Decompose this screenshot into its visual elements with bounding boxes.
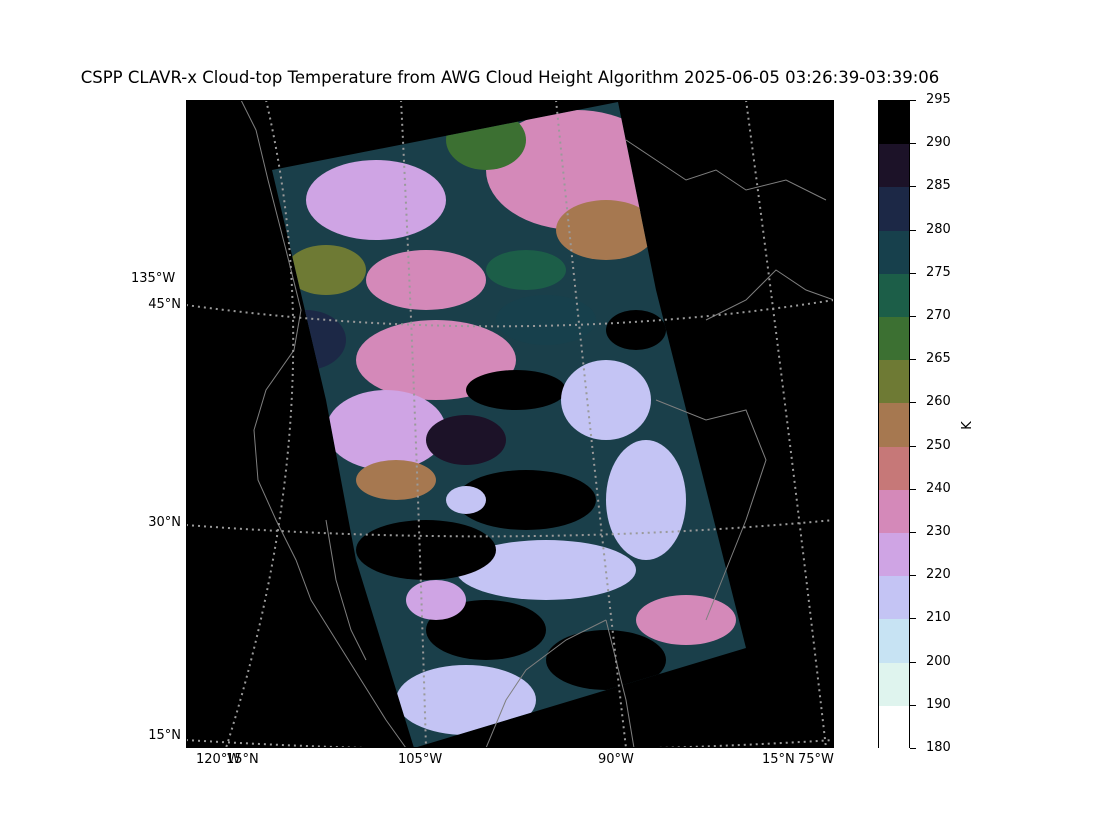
colorbar-segment bbox=[879, 576, 909, 620]
colorbar-tick bbox=[910, 272, 916, 274]
colorbar-tick bbox=[910, 618, 916, 620]
colorbar-tick-label: 240 bbox=[926, 480, 951, 496]
lon-label-left: 135°W bbox=[131, 271, 176, 286]
colorbar-tick-label: 260 bbox=[926, 394, 951, 410]
chart-title: CSPP CLAVR-x Cloud-top Temperature from … bbox=[80, 68, 940, 87]
colorbar-tick-label: 200 bbox=[926, 653, 951, 669]
colorbar-segment bbox=[879, 101, 909, 145]
map-svg bbox=[186, 100, 834, 748]
colorbar-tick bbox=[910, 445, 916, 447]
lat-label-15-bottom-left: 15°N bbox=[226, 752, 259, 767]
colorbar-tick bbox=[910, 229, 916, 231]
colorbar-tick-label: 275 bbox=[926, 264, 951, 280]
colorbar-tick-label: 265 bbox=[926, 351, 951, 367]
colorbar-unit: K bbox=[959, 421, 975, 430]
colorbar-tick bbox=[910, 748, 916, 749]
colorbar-tick-label: 180 bbox=[926, 740, 951, 755]
lat-label-45: 45°N bbox=[148, 297, 181, 312]
lon-label-90w: 90°W bbox=[598, 752, 634, 767]
colorbar-segment bbox=[879, 619, 909, 664]
colorbar-tick-label: 230 bbox=[926, 524, 951, 539]
colorbar-segment bbox=[879, 317, 909, 361]
colorbar-tick-label: 220 bbox=[926, 567, 951, 583]
colorbar-tick bbox=[910, 575, 916, 577]
colorbar-tick bbox=[910, 661, 916, 663]
colorbar-segment bbox=[879, 446, 909, 491]
lat-label-30: 30°N bbox=[148, 515, 181, 530]
colorbar-tick bbox=[910, 532, 916, 533]
colorbar-tick bbox=[910, 359, 916, 361]
lon-label-120w: 120°W bbox=[196, 752, 241, 767]
colorbar-tick bbox=[910, 186, 916, 188]
colorbar-tick bbox=[910, 143, 916, 145]
colorbar-tick-label: 270 bbox=[926, 308, 951, 323]
colorbar-segment bbox=[879, 533, 909, 577]
colorbar-tick bbox=[910, 488, 916, 490]
colorbar-tick-label: 280 bbox=[926, 221, 951, 237]
colorbar-tick bbox=[910, 316, 916, 317]
colorbar-segment bbox=[879, 662, 909, 707]
map-panel[interactable] bbox=[186, 100, 834, 748]
colorbar-tick-label: 250 bbox=[926, 437, 951, 453]
colorbar-segment bbox=[879, 489, 909, 534]
colorbar-tick-label: 295 bbox=[926, 92, 951, 107]
lat-label-15-bottom-right: 15°N bbox=[762, 752, 795, 767]
colorbar-segment bbox=[879, 705, 909, 750]
colorbar-segment bbox=[879, 360, 909, 404]
colorbar-tick-label: 210 bbox=[926, 610, 951, 626]
colorbar bbox=[878, 100, 910, 750]
cloud-field bbox=[272, 110, 736, 735]
coastlines bbox=[240, 100, 834, 748]
lat-label-15: 15°N bbox=[148, 728, 181, 743]
colorbar-tick-label: 190 bbox=[926, 696, 951, 712]
colorbar-tick-label: 290 bbox=[926, 135, 951, 151]
colorbar-tick-label: 285 bbox=[926, 178, 951, 194]
colorbar-tick bbox=[910, 100, 916, 101]
colorbar-segment bbox=[879, 144, 909, 188]
lon-label-105w: 105°W bbox=[398, 752, 443, 767]
colorbar-segment bbox=[879, 187, 909, 232]
colorbar-segment bbox=[879, 273, 909, 318]
colorbar-tick bbox=[910, 704, 916, 706]
colorbar-tick bbox=[910, 402, 916, 404]
lon-label-75w: 75°W bbox=[798, 752, 834, 767]
graticule bbox=[186, 100, 834, 748]
colorbar-segment bbox=[879, 403, 909, 448]
colorbar-segment bbox=[879, 230, 909, 275]
